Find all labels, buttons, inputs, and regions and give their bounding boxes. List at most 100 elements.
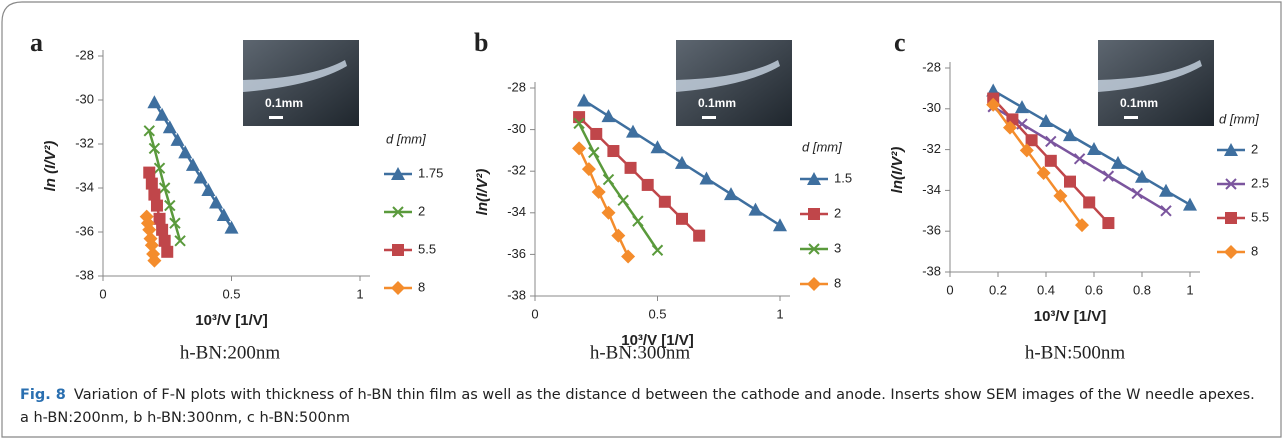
marker bbox=[573, 117, 585, 130]
marker bbox=[1073, 153, 1086, 165]
marker bbox=[1102, 170, 1115, 182]
legend-marker bbox=[1225, 178, 1237, 190]
y-tick-label: -36 bbox=[507, 246, 526, 261]
inset-scale-bar bbox=[269, 116, 283, 119]
inset-scale-bar bbox=[702, 116, 716, 119]
marker bbox=[624, 161, 637, 174]
x-tick-label: 1 bbox=[1186, 282, 1193, 297]
inset-scale-label: 0.1mm bbox=[265, 96, 303, 110]
marker bbox=[1019, 143, 1034, 158]
marker bbox=[581, 162, 596, 177]
marker bbox=[632, 215, 644, 227]
marker bbox=[617, 194, 629, 207]
legend-marker bbox=[808, 208, 820, 220]
y-tick-label: -32 bbox=[922, 141, 941, 156]
legend-marker bbox=[1224, 245, 1238, 259]
legend-label: 2 bbox=[834, 205, 841, 220]
y-tick-label: -30 bbox=[922, 100, 941, 115]
panel-label: b bbox=[474, 28, 488, 57]
marker bbox=[699, 171, 714, 185]
marker bbox=[676, 212, 688, 225]
y-tick-label: -32 bbox=[507, 163, 526, 178]
y-tick-label: -38 bbox=[922, 263, 941, 278]
marker bbox=[1083, 196, 1096, 209]
marker bbox=[1075, 218, 1089, 233]
marker bbox=[658, 195, 671, 208]
marker bbox=[142, 222, 157, 237]
marker bbox=[1183, 197, 1197, 211]
x-axis-label: 10³/V [1/V] bbox=[621, 332, 694, 349]
marker bbox=[1111, 155, 1125, 169]
x-tick-label: 0.6 bbox=[1085, 282, 1103, 297]
marker bbox=[1160, 205, 1172, 217]
legend-title: d [mm] bbox=[1219, 111, 1259, 126]
inset-scale-label: 0.1mm bbox=[1120, 96, 1158, 110]
x-tick-label: 0 bbox=[531, 306, 538, 321]
marker bbox=[144, 238, 159, 253]
marker bbox=[602, 173, 615, 186]
marker bbox=[1131, 187, 1143, 200]
legend-title: d [mm] bbox=[386, 131, 426, 146]
y-tick-label: -38 bbox=[507, 287, 526, 302]
marker bbox=[178, 145, 193, 159]
x-tick-label: 1 bbox=[776, 306, 783, 321]
marker bbox=[588, 146, 600, 159]
marker bbox=[601, 205, 616, 220]
panel-subtitle: h-BN:200nm bbox=[180, 342, 281, 363]
caption: Fig. 8 Variation of F-N plots with thickn… bbox=[20, 384, 1265, 430]
y-tick-label: -34 bbox=[75, 179, 94, 194]
marker bbox=[153, 162, 166, 174]
x-tick-label: 0 bbox=[99, 286, 106, 301]
legend-marker bbox=[392, 206, 404, 218]
y-axis-label: ln(I/V²) bbox=[889, 147, 906, 194]
marker bbox=[143, 125, 155, 137]
marker bbox=[1036, 166, 1051, 181]
legend-label: 1.75 bbox=[418, 165, 443, 180]
marker bbox=[148, 142, 161, 155]
legend-marker bbox=[391, 281, 405, 295]
y-tick-label: -34 bbox=[922, 182, 941, 197]
marker bbox=[158, 234, 171, 247]
marker bbox=[1063, 128, 1077, 142]
marker bbox=[224, 220, 239, 234]
marker bbox=[150, 199, 163, 212]
legend-label: 8 bbox=[418, 279, 425, 294]
marker bbox=[651, 244, 664, 256]
marker bbox=[1159, 183, 1173, 197]
marker bbox=[174, 235, 186, 247]
panel-label: c bbox=[894, 28, 906, 57]
legend-label: 1.5 bbox=[834, 170, 852, 185]
marker bbox=[153, 212, 166, 225]
legend-label: 3 bbox=[834, 240, 841, 255]
y-axis-label: ln (I/V²) bbox=[42, 141, 59, 192]
marker bbox=[601, 109, 616, 123]
y-tick-label: -30 bbox=[507, 121, 526, 136]
marker bbox=[748, 202, 763, 216]
marker bbox=[164, 199, 176, 212]
y-tick-label: -36 bbox=[75, 223, 94, 238]
legend-marker bbox=[807, 172, 821, 185]
legend-marker bbox=[808, 243, 820, 255]
inset-scale-bar bbox=[1124, 116, 1138, 119]
legend-marker bbox=[807, 277, 821, 291]
marker bbox=[158, 182, 171, 194]
marker bbox=[1003, 120, 1017, 135]
marker bbox=[986, 97, 1001, 112]
legend-label: 2 bbox=[418, 203, 425, 218]
inset-scale-label: 0.1mm bbox=[698, 96, 736, 110]
legend-label: 5.5 bbox=[1251, 209, 1269, 224]
marker bbox=[216, 208, 231, 222]
panel-label: a bbox=[30, 28, 43, 57]
marker bbox=[147, 253, 162, 268]
marker bbox=[573, 111, 586, 124]
legend-title: d [mm] bbox=[802, 139, 842, 154]
marker bbox=[1039, 114, 1053, 128]
y-tick-label: -38 bbox=[75, 267, 94, 282]
marker bbox=[611, 228, 626, 243]
marker bbox=[626, 124, 640, 138]
marker bbox=[1135, 169, 1149, 183]
marker bbox=[641, 178, 654, 191]
marker bbox=[621, 249, 636, 264]
marker bbox=[1044, 154, 1057, 167]
